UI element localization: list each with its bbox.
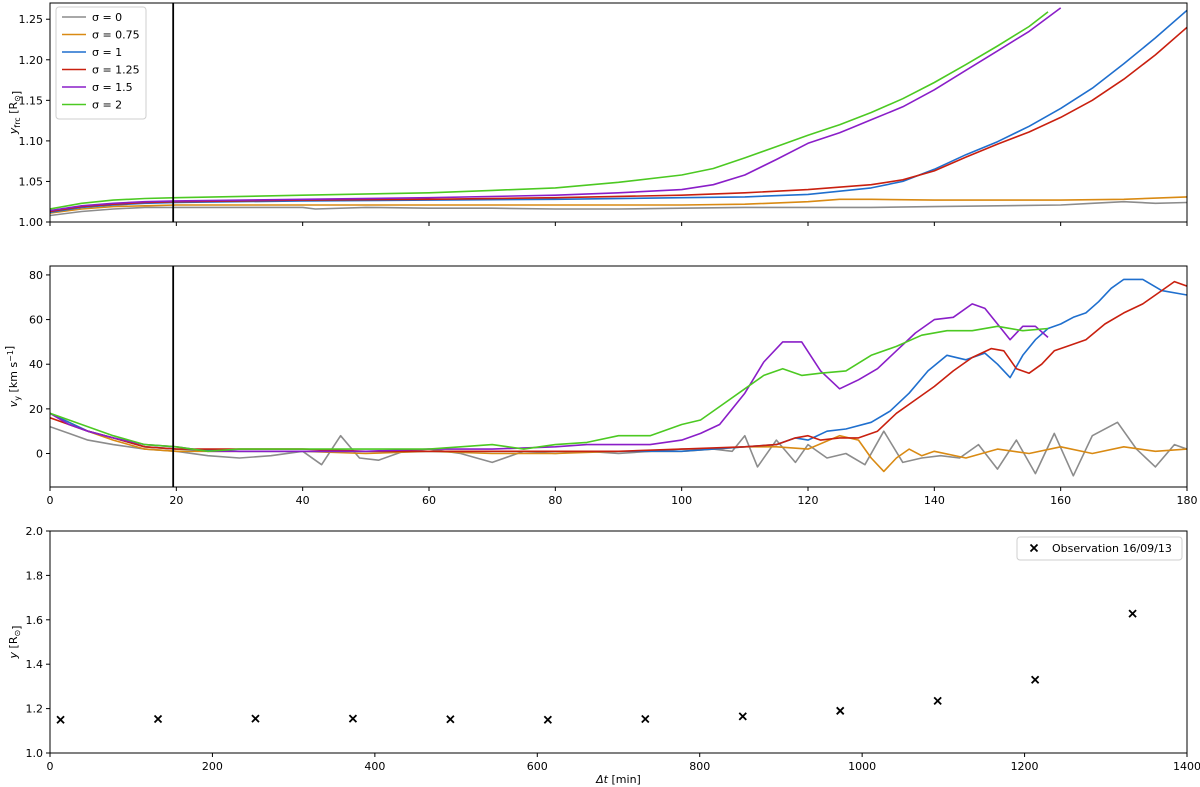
y-axis-label-symbol: y: [7, 127, 20, 135]
axes-frame: [49, 265, 1188, 488]
plot-area: [56, 609, 1137, 724]
legend-label: σ = 0: [92, 11, 122, 24]
legend-label: σ = 0.75: [92, 29, 140, 42]
x-tick-label: 40: [296, 494, 310, 507]
y-axis-label: yfrc [R⊙]: [7, 91, 23, 135]
y-tick-label: 1.20: [19, 54, 44, 67]
data-point-10: [1030, 675, 1040, 684]
y-axis-label-unit: [km s: [7, 362, 20, 393]
data-point-11: [1128, 609, 1137, 618]
y-axis-label-subscript: y: [13, 396, 22, 401]
y-tick-label: 1.6: [26, 614, 44, 627]
series-line-3: [50, 26, 1187, 213]
data-point-4: [446, 715, 455, 724]
y-tick-label: 2.0: [26, 525, 44, 538]
y-axis-label-symbol: v: [7, 400, 20, 407]
y-tick-label: 1.4: [26, 658, 44, 671]
x-tick-label: 200: [202, 760, 223, 773]
series-line-0: [50, 421, 1187, 477]
y-axis-label: vy [km s−1]: [3, 346, 22, 407]
x-tick-label: 0: [47, 494, 54, 507]
y-axis-label-unit-exponent: −1: [6, 350, 15, 362]
x-tick-label: 600: [527, 760, 548, 773]
y-axis-label-unit-close: ]: [10, 91, 23, 95]
data-point-2: [251, 714, 260, 723]
legend-label: Observation 16/09/13: [1052, 542, 1172, 555]
legend-box: [1016, 536, 1183, 561]
series-line-1: [50, 196, 1187, 214]
y-tick-label: 60: [29, 314, 43, 327]
y-tick-label: 1.25: [19, 13, 44, 26]
legend-label: σ = 1: [92, 46, 122, 59]
y-tick-label: 20: [29, 403, 43, 416]
series-line-0: [50, 200, 1187, 217]
plot-area: [50, 7, 1187, 217]
y-tick-label: 80: [29, 269, 43, 282]
data-point-5: [543, 715, 552, 724]
x-tick-label: 1000: [848, 760, 876, 773]
x-tick-label: 60: [422, 494, 436, 507]
y-axis-label-sun-symbol: ⊙: [13, 630, 22, 637]
series-line-2: [50, 278, 1187, 453]
x-tick-label: 120: [798, 494, 819, 507]
x-tick-label: 20: [169, 494, 183, 507]
y-axis-label-unit: [R: [7, 636, 20, 648]
y-axis-label-unit: [R: [7, 102, 20, 114]
x-tick-label: 100: [671, 494, 692, 507]
series-line-4: [50, 303, 1049, 453]
legend-label: σ = 1.5: [92, 81, 133, 94]
x-tick-label: 1200: [1011, 760, 1039, 773]
y-axis-label-subscript: frc: [13, 117, 22, 127]
x-tick-label: 180: [1177, 494, 1198, 507]
y-tick-label: 40: [29, 358, 43, 371]
y-axis-label-unit-close: ]: [10, 626, 23, 630]
x-axis-label-unit: [min]: [612, 773, 641, 786]
y-tick-label: 0: [36, 448, 43, 461]
legend: σ = 0 σ = 0.75 σ = 1 σ = 1.25 σ = 1.5 σ = 2: [55, 6, 147, 120]
axes-frame: [49, 530, 1188, 754]
data-point-6: [641, 714, 650, 724]
y-axis-label-unit-close: ]: [3, 346, 16, 350]
y-axis-label-sun-symbol: ⊙: [13, 95, 22, 102]
axes-frame: [49, 2, 1188, 223]
y-tick-label: 1.00: [19, 216, 44, 229]
series-line-5: [50, 11, 1049, 210]
series-line-5: [50, 325, 1049, 453]
data-point-0: [56, 715, 65, 724]
x-tick-label: 400: [364, 760, 385, 773]
legend-label: σ = 2: [92, 99, 122, 112]
series-line-1: [50, 412, 1187, 473]
series-line-4: [50, 7, 1062, 212]
y-tick-label: 1.10: [19, 135, 44, 148]
x-axis-label-symbol: Δt: [595, 773, 609, 786]
y-axis-label-symbol: y: [7, 651, 20, 659]
y-tick-label: 1.8: [26, 569, 44, 582]
y-tick-label: 1.15: [19, 94, 44, 107]
data-point-9: [933, 696, 942, 705]
plot-area: [50, 278, 1187, 477]
y-tick-label: 1.2: [26, 703, 44, 716]
panel-velocity: 0 20 40 60 80 100 120 140 160 180 0 20 40 60 80 vy [km …: [3, 265, 1198, 507]
legend: Observation 16/09/13: [1016, 536, 1183, 561]
data-point-7: [738, 712, 747, 721]
y-axis-label: y [R⊙]: [7, 626, 23, 660]
data-point-1: [153, 714, 163, 724]
panel-observation: 0 200 400 600 800 1000 1200 1400 1.0 1.2 1.4 1.6 1.8…: [7, 525, 1200, 786]
data-point-8: [836, 706, 845, 715]
x-tick-label: 140: [924, 494, 945, 507]
y-tick-label: 1.0: [26, 747, 44, 760]
legend-marker: [1029, 543, 1039, 553]
x-axis-label: Δt [min]: [595, 773, 641, 786]
legend-label: σ = 1.25: [92, 64, 140, 77]
x-tick-label: 160: [1050, 494, 1071, 507]
x-tick-label: 800: [689, 760, 710, 773]
y-tick-label: 1.05: [19, 175, 44, 188]
data-point-3: [348, 714, 358, 723]
x-tick-label: 0: [47, 760, 54, 773]
x-tick-label: 80: [548, 494, 562, 507]
x-tick-label: 1400: [1173, 760, 1200, 773]
